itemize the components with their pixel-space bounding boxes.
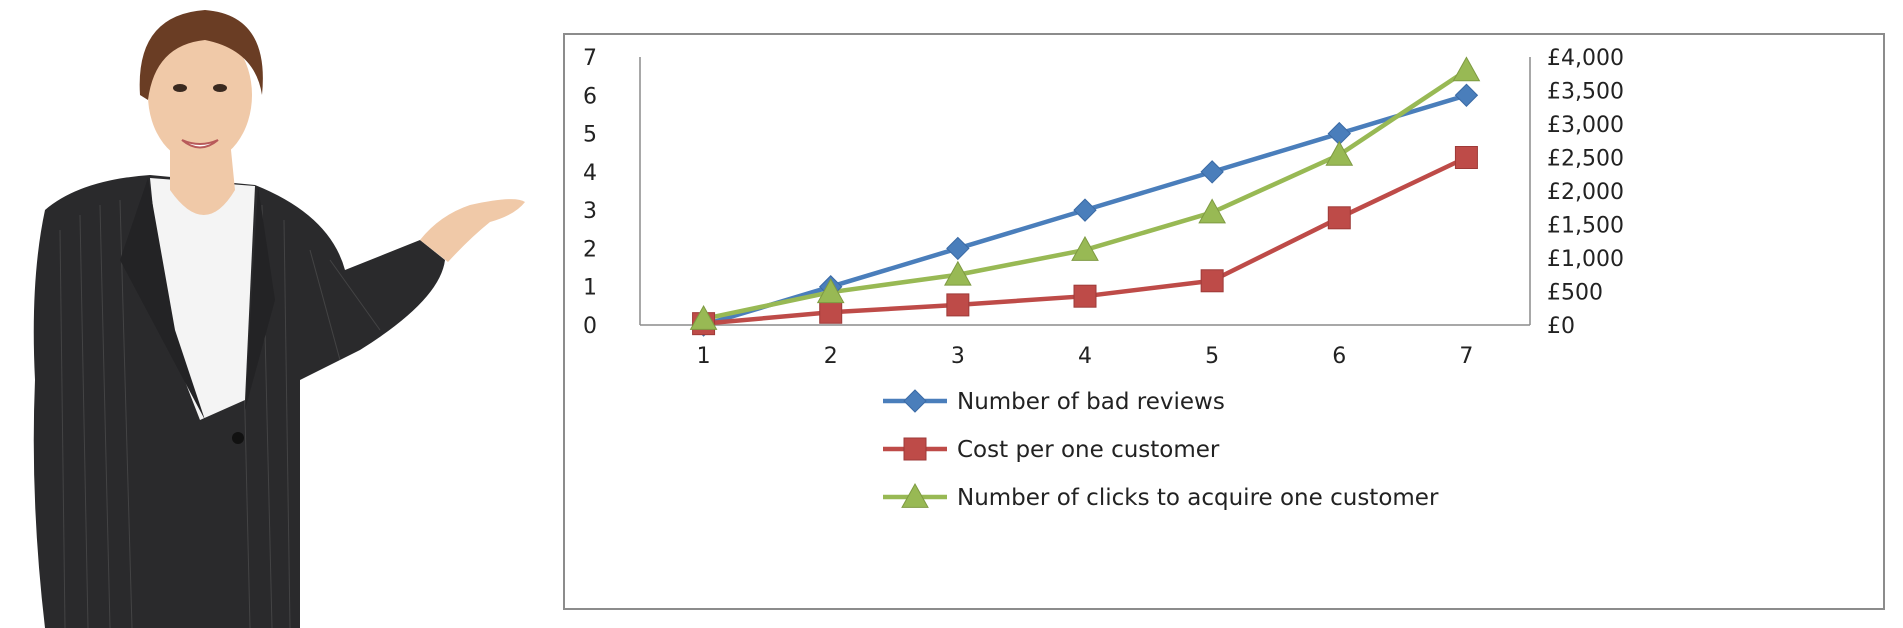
left-tick-label: 6 — [583, 84, 597, 109]
x-tick-label: 1 — [697, 344, 711, 369]
data-point-series-2 — [1327, 206, 1351, 230]
left-tick-label: 2 — [583, 237, 597, 262]
right-tick-label: £3,500 — [1547, 80, 1624, 105]
right-tick-label: £1,000 — [1547, 247, 1624, 272]
legend-label: Number of bad reviews — [957, 389, 1225, 415]
legend-swatch-marker — [901, 482, 929, 508]
data-point-series-2 — [946, 293, 970, 317]
right-tick-label: £2,500 — [1547, 147, 1624, 172]
data-point-series-2 — [1454, 146, 1478, 169]
data-point-series-2 — [1200, 269, 1224, 293]
x-tick-label: 5 — [1205, 344, 1219, 369]
legend-swatch-marker — [903, 389, 927, 413]
data-point-series-1 — [1454, 83, 1479, 107]
x-tick-label: 6 — [1332, 344, 1346, 369]
right-tick-label: £500 — [1547, 281, 1603, 306]
hand — [420, 199, 525, 262]
data-point-series-3 — [1325, 140, 1354, 166]
right-tick-label: £1,500 — [1547, 214, 1624, 239]
left-tick-label: 0 — [583, 314, 597, 339]
left-tick-label: 7 — [583, 46, 597, 71]
hair — [139, 10, 263, 100]
legend: Number of bad reviews Cost per one custom… — [883, 389, 1439, 511]
data-point-series-1 — [946, 236, 970, 261]
data-point-series-1 — [1073, 198, 1097, 222]
legend-label: Number of clicks to acquire one customer — [957, 485, 1439, 511]
data-point-series-3 — [816, 278, 845, 304]
smile — [181, 139, 219, 149]
left-tick-label: 4 — [583, 161, 597, 186]
right-tick-label: £3,000 — [1547, 113, 1624, 138]
eye-left — [173, 84, 187, 92]
legend-swatch-marker — [903, 437, 927, 461]
lapel-left — [120, 178, 205, 420]
x-tick-label: 7 — [1459, 344, 1473, 369]
x-tick-label: 4 — [1078, 344, 1092, 369]
x-tick-label: 2 — [824, 344, 838, 369]
x-axis-ticks: 1 2 3 4 5 6 7 — [697, 344, 1474, 369]
data-point-series-1 — [1200, 160, 1224, 184]
left-tick-label: 5 — [583, 123, 597, 148]
data-point-series-3 — [1071, 235, 1099, 261]
data-point-series-3 — [1452, 56, 1481, 82]
axes — [639, 57, 1531, 326]
data-point-series-3 — [689, 304, 718, 330]
shirt — [150, 178, 255, 420]
face — [148, 27, 252, 163]
right-tick-label: £2,000 — [1547, 180, 1624, 205]
button — [232, 432, 244, 444]
presenter-photo — [33, 10, 525, 628]
data-point-series-2 — [1073, 284, 1097, 308]
legend-label: Cost per one customer — [957, 437, 1220, 463]
lapel-right — [245, 186, 275, 410]
right-tick-label: £0 — [1547, 314, 1575, 339]
right-tick-label: £4,000 — [1547, 46, 1624, 71]
left-tick-label: 1 — [583, 276, 597, 301]
data-point-series-2 — [819, 300, 843, 324]
x-tick-label: 3 — [951, 344, 965, 369]
right-axis-ticks: £0 £500 £1,000 £1,500 £2,000 £2,500 £3,000 £3,5… — [1547, 46, 1624, 339]
left-axis-ticks: 0 1 2 3 4 5 6 7 — [583, 46, 597, 339]
series-line-3 — [703, 68, 1468, 322]
eye-right — [213, 84, 227, 92]
data-point-series-3 — [944, 260, 972, 286]
series-markers — [689, 56, 1481, 337]
data-point-series-3 — [1198, 198, 1226, 224]
left-tick-label: 3 — [583, 199, 597, 224]
